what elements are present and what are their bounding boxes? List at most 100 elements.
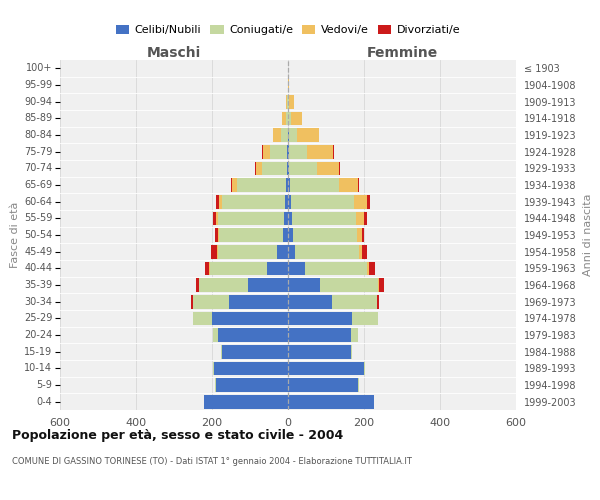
Bar: [193, 295, 288, 308]
Bar: [214, 362, 288, 375]
Bar: [205, 395, 288, 408]
Bar: [288, 295, 377, 308]
Bar: [288, 328, 358, 342]
Bar: [288, 128, 297, 142]
Bar: [288, 145, 334, 158]
Bar: [288, 212, 292, 225]
Bar: [216, 195, 288, 208]
Bar: [212, 312, 288, 325]
Bar: [288, 195, 354, 208]
Bar: [210, 262, 288, 275]
Bar: [218, 212, 288, 225]
Bar: [286, 95, 288, 108]
Bar: [288, 178, 338, 192]
Bar: [288, 95, 295, 108]
Bar: [288, 112, 291, 125]
Bar: [288, 328, 350, 342]
Bar: [288, 262, 368, 275]
Bar: [288, 78, 289, 92]
Bar: [213, 328, 288, 342]
Bar: [288, 178, 358, 192]
Bar: [288, 195, 370, 208]
Bar: [288, 362, 365, 375]
Bar: [213, 328, 288, 342]
Bar: [288, 112, 302, 125]
Legend: Celibi/Nubili, Coniugati/e, Vedovi/e, Divorziati/e: Celibi/Nubili, Coniugati/e, Vedovi/e, Di…: [112, 20, 464, 40]
Bar: [288, 162, 340, 175]
Bar: [288, 395, 374, 408]
Bar: [288, 228, 293, 242]
Bar: [270, 145, 288, 158]
Bar: [273, 128, 288, 142]
Bar: [286, 178, 288, 192]
Bar: [287, 145, 288, 158]
Bar: [288, 312, 377, 325]
Bar: [256, 162, 288, 175]
Bar: [213, 212, 288, 225]
Bar: [288, 345, 350, 358]
Bar: [288, 228, 364, 242]
Bar: [288, 262, 305, 275]
Bar: [232, 178, 288, 192]
Bar: [218, 328, 288, 342]
Bar: [288, 278, 320, 292]
Bar: [219, 195, 288, 208]
Bar: [288, 378, 359, 392]
Bar: [288, 362, 364, 375]
Bar: [205, 395, 288, 408]
Bar: [288, 212, 356, 225]
Bar: [288, 228, 362, 242]
Bar: [288, 95, 295, 108]
Bar: [288, 145, 333, 158]
Bar: [284, 212, 288, 225]
Bar: [288, 262, 367, 275]
Bar: [209, 262, 288, 275]
Bar: [288, 228, 357, 242]
Bar: [193, 312, 288, 325]
Text: Popolazione per età, sesso e stato civile - 2004: Popolazione per età, sesso e stato civil…: [12, 430, 343, 442]
Y-axis label: Anni di nascita: Anni di nascita: [583, 194, 593, 276]
Bar: [288, 312, 377, 325]
Bar: [193, 295, 288, 308]
Bar: [221, 345, 288, 358]
Bar: [211, 245, 288, 258]
Bar: [191, 295, 288, 308]
Bar: [199, 278, 288, 292]
Bar: [288, 395, 374, 408]
Bar: [288, 145, 307, 158]
Bar: [277, 245, 288, 258]
Bar: [288, 112, 302, 125]
Bar: [283, 112, 288, 125]
Bar: [262, 162, 288, 175]
Bar: [288, 128, 289, 142]
Bar: [287, 162, 288, 175]
Bar: [288, 395, 373, 408]
Bar: [283, 112, 288, 125]
Bar: [288, 78, 289, 92]
Bar: [288, 162, 338, 175]
Bar: [288, 395, 374, 408]
Bar: [229, 295, 288, 308]
Bar: [288, 378, 359, 392]
Bar: [288, 95, 289, 108]
Bar: [221, 345, 288, 358]
Bar: [288, 162, 317, 175]
Bar: [217, 245, 288, 258]
Bar: [288, 345, 352, 358]
Bar: [236, 178, 288, 192]
Bar: [288, 295, 332, 308]
Bar: [288, 245, 295, 258]
Bar: [193, 312, 288, 325]
Bar: [231, 178, 288, 192]
Bar: [213, 362, 288, 375]
Bar: [216, 212, 288, 225]
Bar: [213, 328, 288, 342]
Text: Maschi: Maschi: [147, 46, 201, 60]
Text: Femmine: Femmine: [367, 46, 437, 60]
Bar: [219, 228, 288, 242]
Y-axis label: Fasce di età: Fasce di età: [10, 202, 20, 268]
Bar: [273, 128, 288, 142]
Bar: [288, 245, 359, 258]
Bar: [288, 362, 365, 375]
Bar: [285, 195, 288, 208]
